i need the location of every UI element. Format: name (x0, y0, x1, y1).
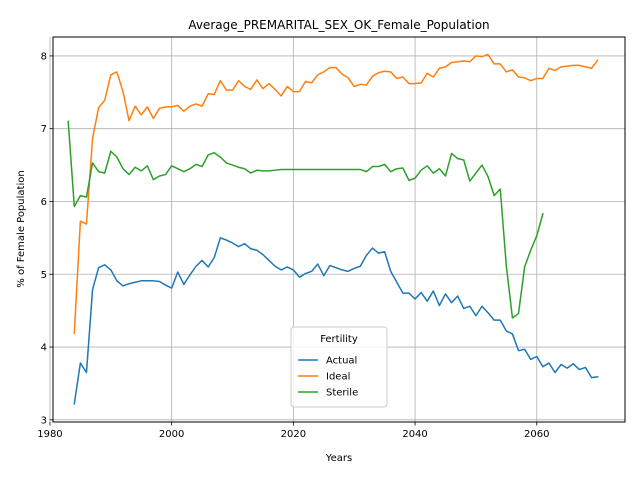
y-axis-label: % of Female Population (16, 170, 27, 287)
legend-box (290, 326, 388, 408)
legend-label-actual: Actual (326, 356, 357, 367)
x-tick-label: 2000 (159, 429, 184, 440)
y-tick-label: 3 (41, 415, 47, 426)
x-axis-label: Years (325, 453, 352, 464)
x-axis-ticks: 1980 2000 2020 2040 2060 (37, 422, 549, 440)
legend-label-ideal: Ideal (326, 372, 350, 383)
x-tick-label: 2060 (524, 429, 549, 440)
series-lines (67, 53, 599, 405)
legend-title: Fertility (320, 334, 358, 345)
series-line-sterile (67, 120, 544, 319)
y-tick-label: 4 (41, 343, 47, 354)
legend: Fertility Actual Ideal Sterile (290, 326, 388, 408)
series-line-actual (73, 237, 599, 405)
y-tick-label: 7 (41, 124, 47, 135)
y-tick-label: 5 (41, 270, 47, 281)
y-tick-label: 6 (41, 197, 47, 208)
y-tick-label: 8 (41, 51, 47, 62)
legend-label-sterile: Sterile (326, 388, 358, 399)
x-tick-label: 2040 (402, 429, 427, 440)
plot-frame (52, 36, 626, 423)
grid (49, 37, 625, 422)
chart-title: Average_PREMARITAL_SEX_OK_Female_Populat… (188, 18, 489, 32)
series-line-ideal (73, 53, 599, 334)
y-axis-ticks: 3 4 5 6 7 8 (41, 51, 53, 426)
legend-entries: Actual Ideal Sterile (298, 356, 358, 399)
x-tick-label: 1980 (37, 429, 62, 440)
x-tick-label: 2020 (281, 429, 306, 440)
